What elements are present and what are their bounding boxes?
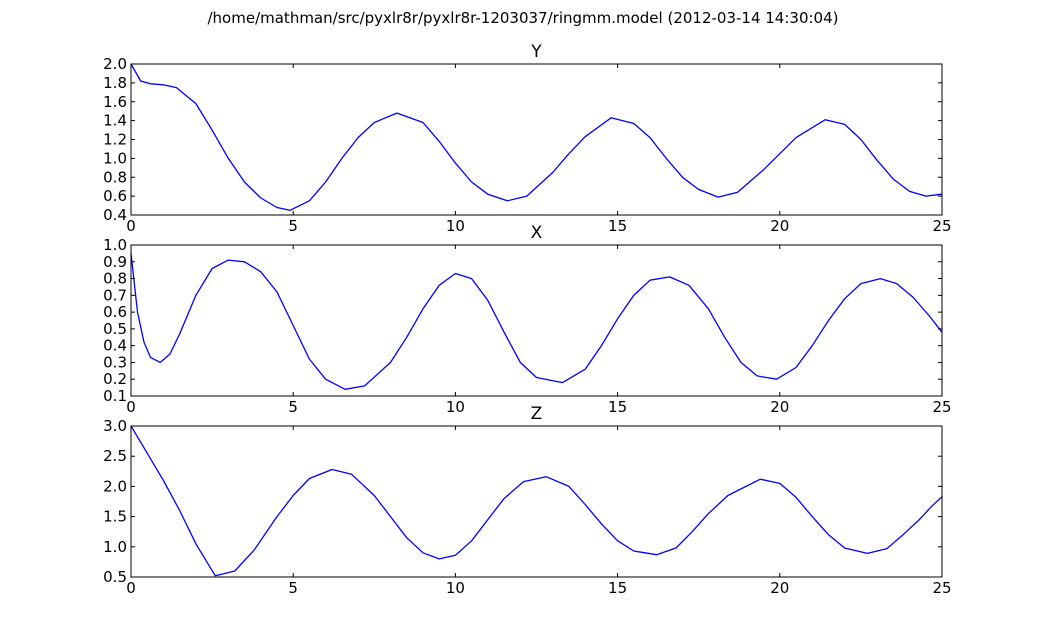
subplot-z-ytick-label: 3.0: [103, 417, 127, 435]
subplot-y-ytick-label: 1.2: [103, 131, 127, 149]
subplot-z: Z 0 5 10 15 20 25 0.5 1.0 1.5 2.0 2.5 3.0: [103, 404, 951, 597]
subplot-x-xtick-label: 10: [446, 398, 465, 416]
subplot-z-xtick-label: 0: [126, 579, 136, 597]
subplot-y-xtick-label: 10: [446, 217, 465, 235]
subplot-y-xtick-label: 0: [126, 217, 136, 235]
subplot-z-ytick-label: 2.0: [103, 477, 127, 495]
subplot-x-xtick-label: 0: [126, 398, 136, 416]
subplot-z-xtick-label: 10: [446, 579, 465, 597]
subplot-y-ytick-label: 1.4: [103, 112, 127, 130]
subplot-z-ytick-label: 1.5: [103, 508, 127, 526]
subplot-x-ytick-label: 0.3: [103, 353, 127, 371]
subplot-x-ytick-label: 0.2: [103, 370, 127, 388]
subplot-y-ytick-label: 1.0: [103, 149, 127, 167]
subplot-x-ytick-label: 0.6: [103, 303, 127, 321]
subplot-x-xtick-label: 15: [608, 398, 627, 416]
subplot-x-ytick-label: 0.1: [103, 387, 127, 405]
subplot-y-ytick-label: 0.4: [103, 206, 127, 224]
subplot-x-xtick-label: 25: [932, 398, 951, 416]
subplot-z-ytick-label: 2.5: [103, 447, 127, 465]
subplot-x-series-line-0: [130, 253, 943, 390]
subplot-x-ytick-label: 0.4: [103, 337, 127, 355]
subplot-y-ytick-label: 0.6: [103, 187, 127, 205]
subplot-z-ytick-label: 0.5: [103, 568, 127, 586]
subplot-x-ytick-label: 1.0: [103, 236, 127, 254]
subplot-z-xtick-label: 20: [770, 579, 789, 597]
subplot-y-ytick-label: 2.0: [103, 55, 127, 73]
subplot-z-ytick-label: 1.0: [103, 538, 127, 556]
subplot-y-ytick-label: 1.6: [103, 93, 127, 111]
subplot-x-ytick-label: 0.9: [103, 253, 127, 271]
subplot-x-xtick-label: 20: [770, 398, 789, 416]
subplot-z-xtick-label: 5: [288, 579, 298, 597]
subplot-z-xtick-label: 15: [608, 579, 627, 597]
subplot-y-xtick-label: 20: [770, 217, 789, 235]
subplot-y-xtick-label: 25: [932, 217, 951, 235]
subplot-z-frame: [130, 425, 943, 578]
subplot-x-title: X: [531, 223, 543, 243]
subplot-x-ytick-label: 0.7: [103, 286, 127, 304]
subplot-x-ytick-label: 0.8: [103, 270, 127, 288]
subplot-z-xtick-label: 25: [932, 579, 951, 597]
subplot-x-frame: [130, 244, 943, 397]
subplot-x-ytick-label: 0.5: [103, 320, 127, 338]
subplot-y-series-line-0: [130, 63, 943, 211]
subplot-y-xtick-label: 15: [608, 217, 627, 235]
subplot-y-xtick-label: 5: [288, 217, 298, 235]
subplot-x: X 0 5 10 15 20 25 0.10.20.30.40.50.60.70.80.91…: [103, 223, 951, 416]
figure-title: /home/mathman/src/pyxlr8r/pyxlr8r-120303…: [208, 9, 839, 27]
subplot-z-series-line-0: [130, 425, 943, 577]
subplot-z-title: Z: [531, 404, 543, 424]
subplot-y-ytick-label: 1.8: [103, 74, 127, 92]
subplot-y-ytick-label: 0.8: [103, 168, 127, 186]
subplot-y-title: Y: [530, 42, 542, 62]
subplot-x-xtick-label: 5: [288, 398, 298, 416]
subplot-y: Y 0 5 10 15 20 25 0.40.60.81.01.21.41.61.82.0: [103, 42, 951, 235]
